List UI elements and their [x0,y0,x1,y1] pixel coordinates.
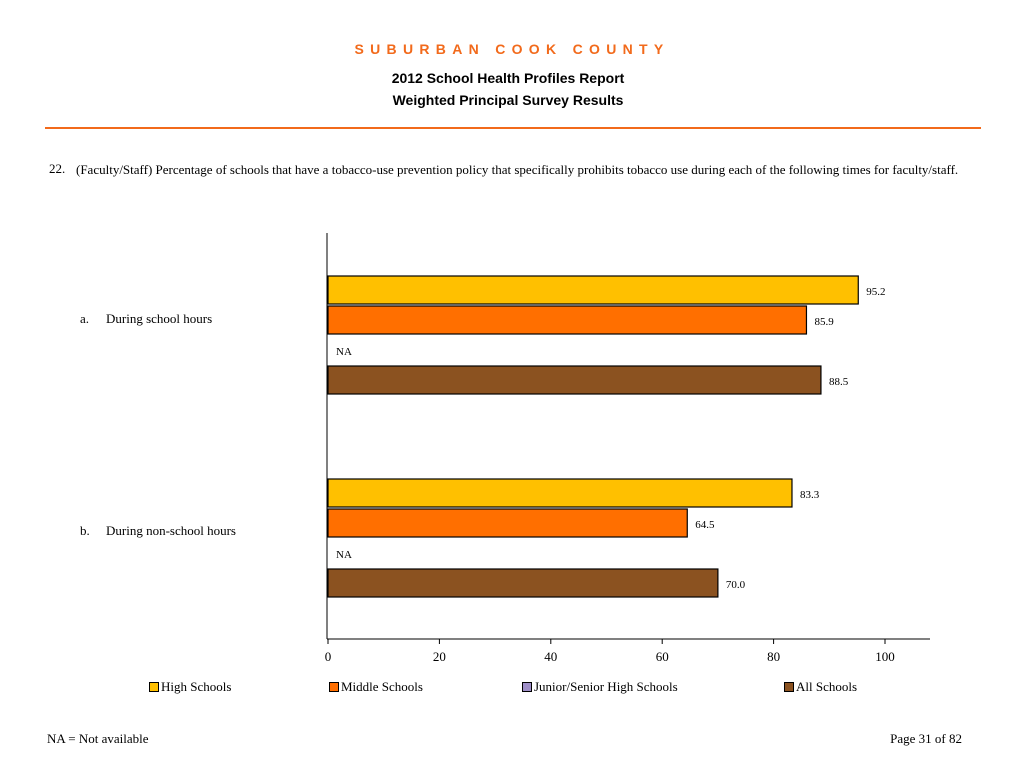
bar-value-a-middle-schools: 85.9 [814,316,834,328]
legend-swatch-junior-senior-high-schools [522,682,532,692]
legend-swatch-high-schools [149,682,159,692]
category-letter-b: b. [80,523,90,538]
page-number: Page 31 of 82 [890,731,962,746]
bar-b-all-schools [327,568,719,598]
x-tick-label-20: 20 [433,649,446,664]
bar-value-a-junior-senior-high-schools: NA [336,346,352,358]
legend-label-junior-senior-high-schools: Junior/Senior High Schools [534,679,678,694]
x-tick-label-80: 80 [767,649,780,664]
x-tick-label-0: 0 [325,649,332,664]
category-label-a: During school hours [106,311,213,326]
bar-value-b-all-schools: 70.0 [726,579,746,591]
header-divider [45,127,981,129]
category-label-b: During non-school hours [106,523,236,538]
question-number: 22. [49,161,66,176]
x-tick-label-100: 100 [875,649,895,664]
legend-label-high-schools: High Schools [161,679,232,694]
bar-b-middle-schools [327,508,688,538]
report-subtitle: Weighted Principal Survey Results [392,92,624,108]
bar-b-high-schools [327,478,793,508]
bar-value-a-high-schools: 95.2 [866,286,885,298]
x-tick-label-40: 40 [544,649,557,664]
bar-value-a-all-schools: 88.5 [829,376,849,388]
legend-item-middle-schools: Middle Schools [329,679,423,695]
legend-swatch-middle-schools [329,682,339,692]
bar-value-b-middle-schools: 64.5 [695,519,715,531]
legend-swatch-all-schools [784,682,794,692]
county-heading: SUBURBAN COOK COUNTY [354,41,670,57]
report-title: 2012 School Health Profiles Report [391,70,625,86]
legend-label-all-schools: All Schools [796,679,858,694]
question-text: (Faculty/Staff) Percentage of schools th… [76,162,959,177]
na-footnote: NA = Not available [47,731,149,746]
bar-value-b-high-schools: 83.3 [800,489,820,501]
legend-item-junior-senior-high-schools: Junior/Senior High Schools [522,679,678,695]
chart-legend: High Schools Middle Schools Junior/Senio… [0,679,1024,695]
bar-value-b-junior-senior-high-schools: NA [336,549,352,561]
bar-a-all-schools [327,365,822,395]
bar-a-middle-schools [327,305,808,335]
category-letter-a: a. [80,311,90,326]
bar-a-high-schools [327,275,859,305]
legend-item-all-schools: All Schools [784,679,857,695]
legend-label-middle-schools: Middle Schools [341,679,423,694]
x-tick-label-60: 60 [656,649,669,664]
legend-item-high-schools: High Schools [149,679,231,695]
